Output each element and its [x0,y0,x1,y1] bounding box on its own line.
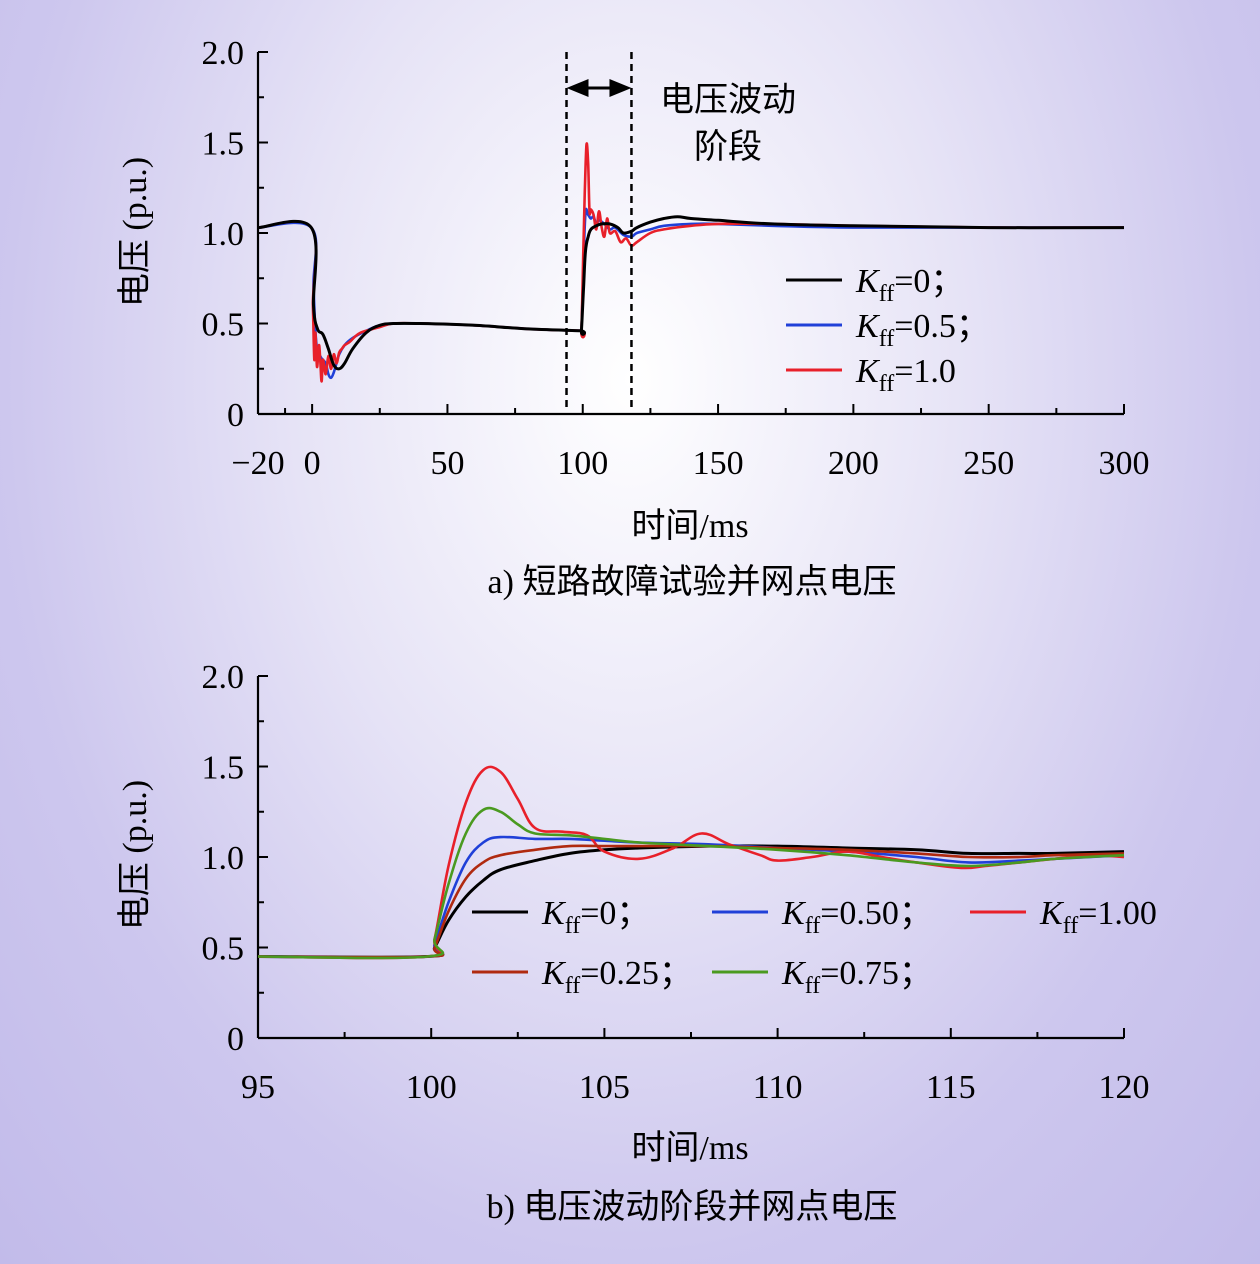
series-line-2 [257,765,1125,960]
series-line-0 [257,844,1125,959]
legend-subscript: ff [879,281,895,307]
x-tick-label: 250 [963,445,1014,482]
chart-a-series [257,142,1125,383]
x-tick-label: 150 [693,445,744,482]
chart-a-caption: a) 短路故障试验并网点电压 [488,563,897,601]
chart-a-legend: Kff=0；Kff=0.5；Kff=1.0 [786,263,990,397]
legend-value: =0； [894,263,964,300]
annotation-text-line1: 电压波动 [660,81,796,119]
legend-value: =0.50； [820,895,933,932]
legend-entry: Kff=1.0 [855,353,956,397]
legend-entry: Kff=0.50； [781,895,933,939]
legend-entry: Kff=0.5； [855,308,990,352]
legend-symbol: K [855,353,881,390]
y-tick-label: 0 [227,1021,244,1058]
legend-value: =1.00 [1078,895,1157,932]
series-line-3 [257,844,1125,959]
legend-symbol: K [781,955,807,992]
legend-entry: Kff=0； [855,263,964,307]
series-line-4 [257,806,1125,960]
legend-symbol: K [1039,895,1065,932]
y-tick-label: 1.5 [202,126,245,163]
legend-entry: Kff=1.00 [1039,895,1157,939]
x-tick-label: 0 [304,445,321,482]
series-line-1 [257,835,1125,959]
chart-b-xlabel: 时间/ms [631,1130,748,1167]
chart-b-caption: b) 电压波动阶段并网点电压 [487,1188,898,1226]
chart-a-axes: 0 0.5 1.0 1.5 2.0 −20 0 50 100 150 200 250 300 [202,35,1150,482]
legend-subscript: ff [805,913,821,939]
chart-a-annotation: 电压波动 阶段 [565,52,796,410]
x-tick-label: 110 [753,1069,803,1106]
legend-subscript: ff [1063,913,1079,939]
legend-value: =0； [580,895,650,932]
x-tick-label: 50 [430,445,464,482]
legend-value: =0.25； [580,955,693,992]
legend-subscript: ff [879,371,895,397]
chart-a-xlabel: 时间/ms [631,508,748,545]
x-tick-label: −20 [231,445,284,482]
series-line-1 [257,207,1124,380]
x-tick-label: 105 [579,1069,630,1106]
legend-entry: Kff=0.25； [541,955,693,999]
chart-b-series [257,765,1125,960]
x-tick-label: 100 [557,445,608,482]
annotation-arrowhead-left [566,79,589,97]
legend-subscript: ff [565,913,581,939]
legend-symbol: K [781,895,807,932]
legend-symbol: K [541,895,567,932]
x-tick-label: 120 [1099,1069,1150,1106]
y-tick-label: 1.0 [202,840,245,877]
legend-symbol: K [855,308,881,345]
chart-a: 0 0.5 1.0 1.5 2.0 −20 0 50 100 150 200 250 300 电压波动 … [116,35,1150,601]
legend-symbol: K [541,955,567,992]
y-tick-label: 0.5 [202,307,245,344]
y-tick-label: 2.0 [202,659,245,696]
annotation-text-line2: 阶段 [694,128,762,166]
y-tick-label: 1.0 [202,216,245,253]
y-tick-label: 0.5 [202,931,245,968]
annotation-arrowhead-right [609,79,632,97]
y-tick-label: 2.0 [202,35,245,72]
chart-a-ylabel: 电压 (p.u.) [116,157,154,307]
chart-b-ylabel: 电压 (p.u.) [116,780,154,930]
legend-value: =1.0 [894,353,956,390]
x-tick-label: 300 [1099,445,1150,482]
series-line-2 [257,142,1125,383]
x-tick-label: 100 [406,1069,457,1106]
chart-b: 00.51.01.52.095 100 105 110 115 120 Kff=0； Kff… [116,659,1157,1226]
legend-entry: Kff=0； [541,895,650,939]
legend-subscript: ff [805,973,821,999]
legend-value: =0.75； [820,955,933,992]
x-tick-label: 115 [926,1069,976,1106]
y-tick-label: 1.5 [202,750,245,787]
legend-symbol: K [855,263,881,300]
x-tick-label: 200 [828,445,879,482]
series-line-0 [257,215,1125,371]
chart-b-axes: 0 0.5 1.0 1.5 2.0 95 100 105 110 115 120 [202,659,1150,1106]
legend-subscript: ff [565,973,581,999]
legend-subscript: ff [879,326,895,352]
legend-entry: Kff=0.75； [781,955,933,999]
x-tick-label: 95 [241,1069,275,1106]
y-tick-label: 0 [227,397,244,434]
legend-value: =0.5； [894,308,990,345]
